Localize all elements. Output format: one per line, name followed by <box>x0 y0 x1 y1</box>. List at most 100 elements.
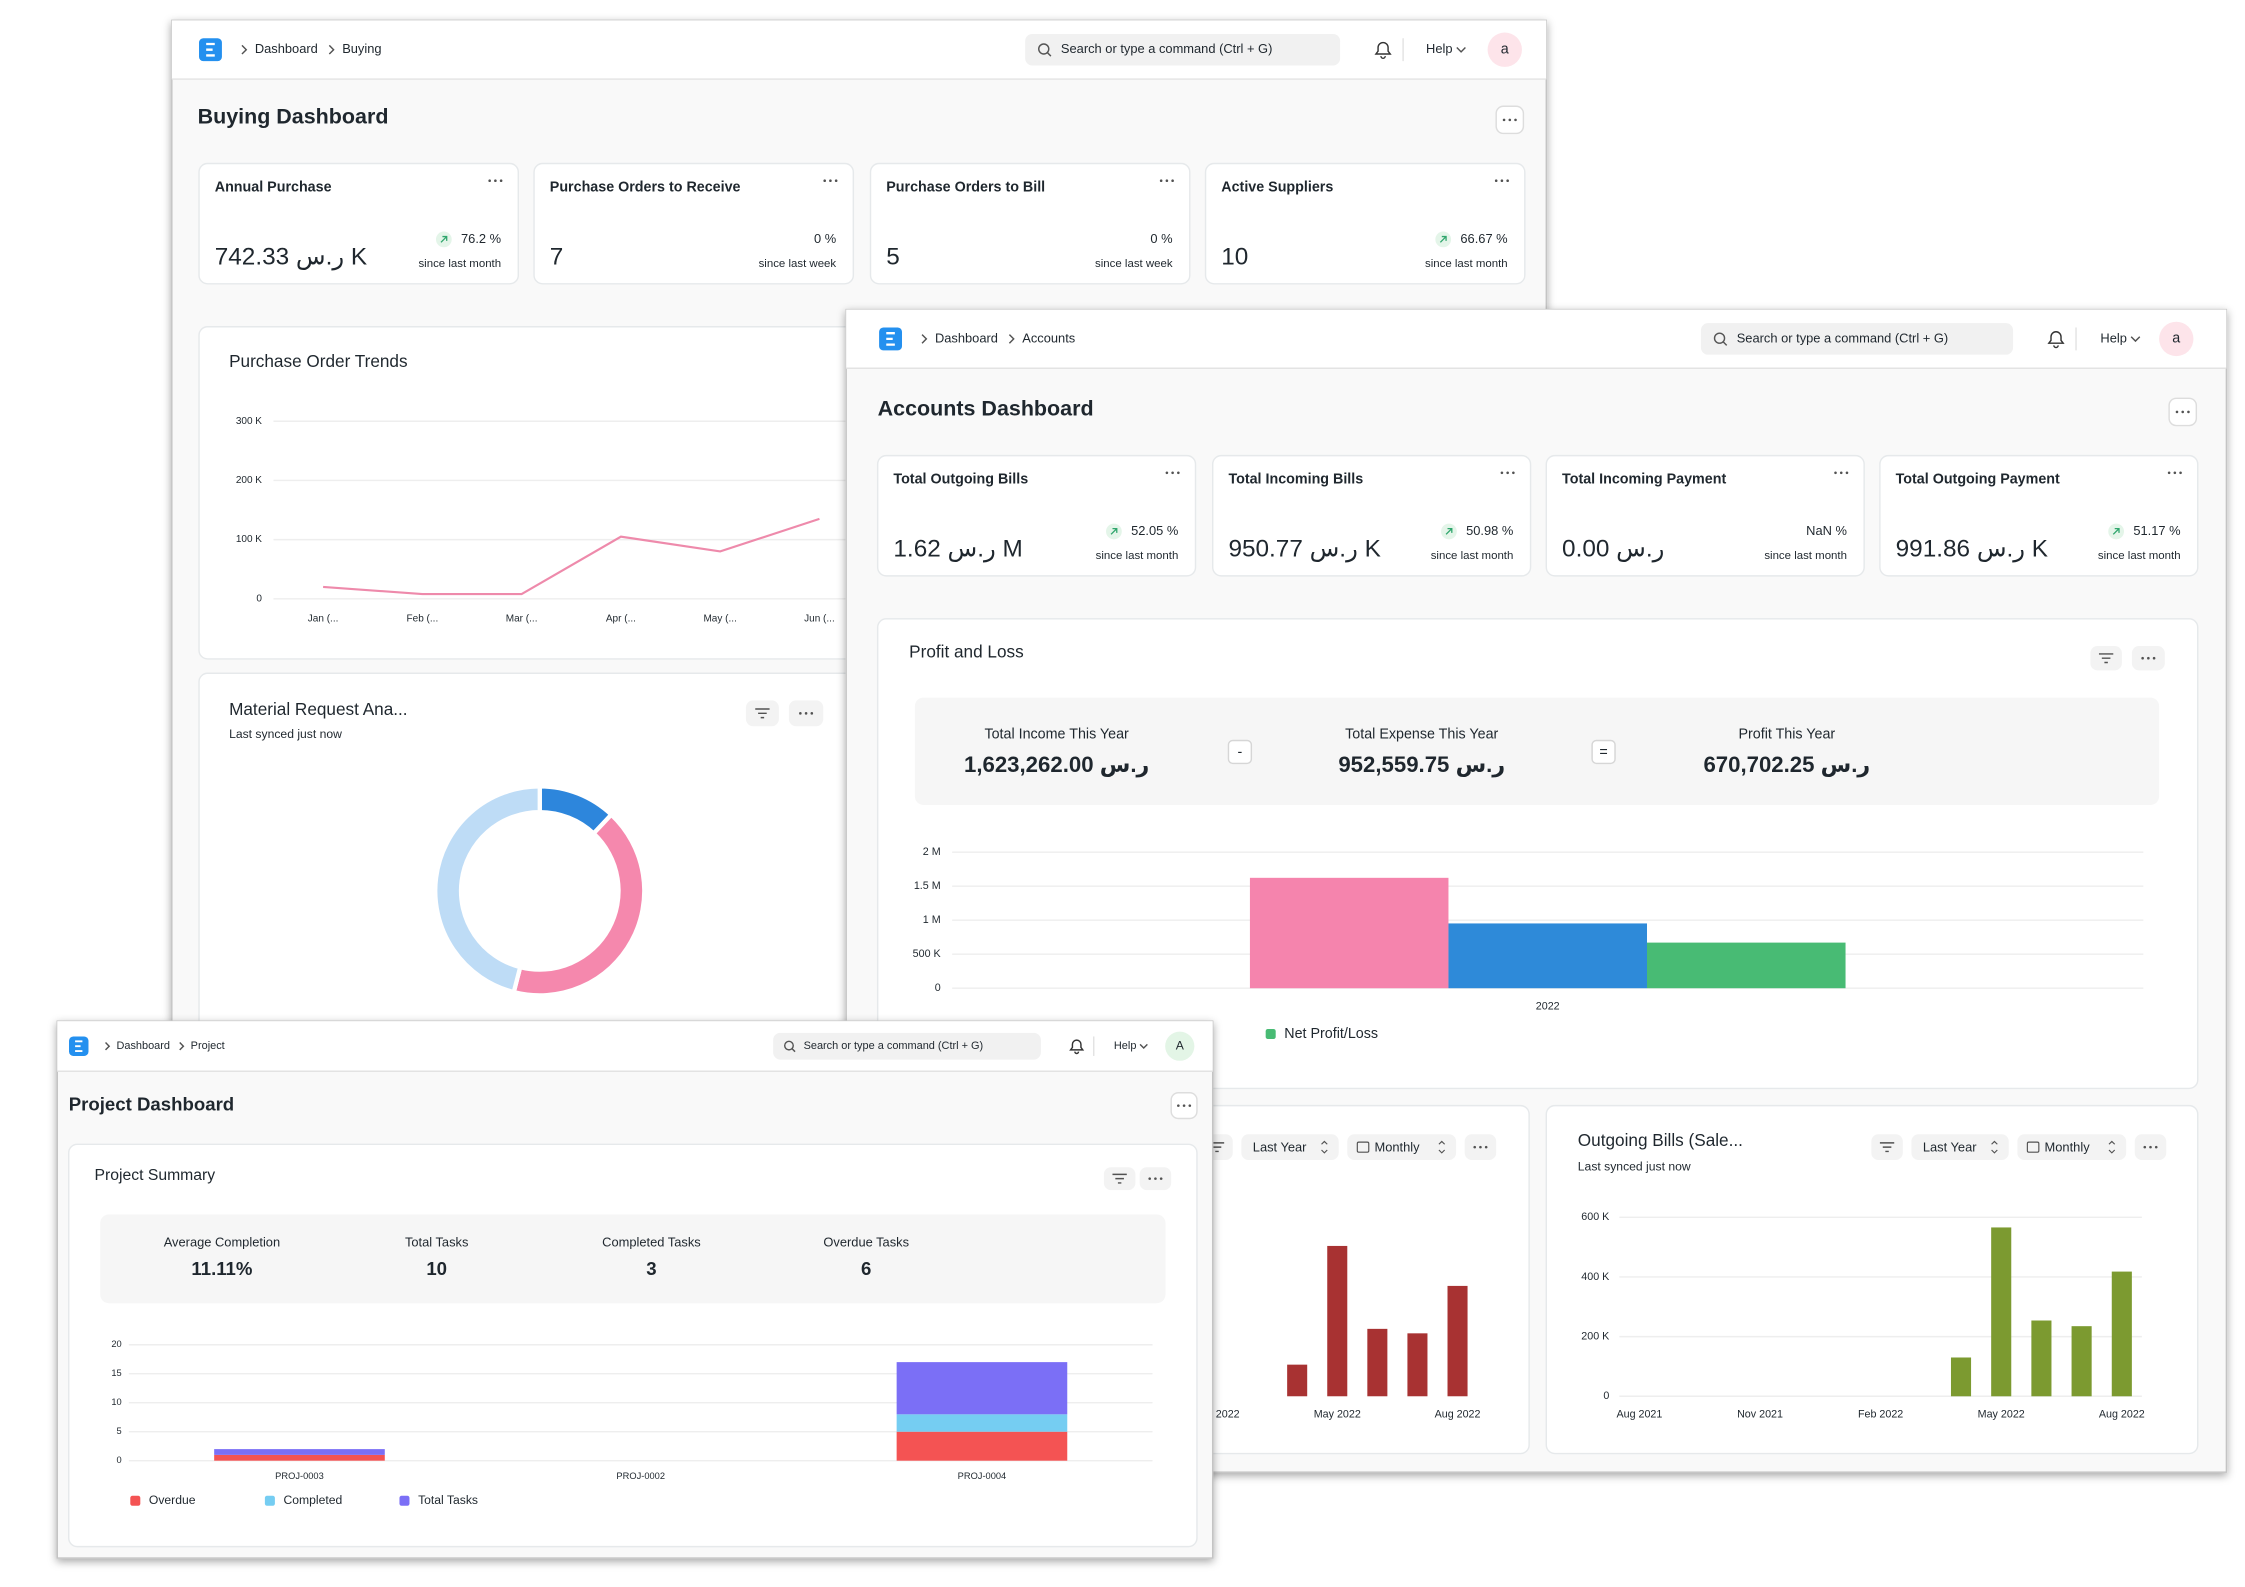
number-card-title: Purchase Orders to Bill <box>886 180 1045 196</box>
search-icon-handle <box>791 1048 796 1053</box>
avatar[interactable] <box>1165 1031 1195 1061</box>
avatar[interactable] <box>2159 321 2194 357</box>
number-card-change: 0 % <box>814 231 836 246</box>
more-dot <box>1508 118 1512 122</box>
number-card-change: 50.98 % <box>1466 523 1513 538</box>
number-card-title: Total Outgoing Bills <box>893 472 1028 488</box>
number-card <box>1545 454 1865 577</box>
more-dot <box>1165 471 1169 475</box>
breadcrumb-item[interactable]: Dashboard <box>116 1040 170 1052</box>
legend-label: Completed <box>283 1493 342 1507</box>
summary-label: Total Expense This Year <box>1345 727 1498 743</box>
y-tick-label: 500 K <box>913 948 942 960</box>
search-bar[interactable] <box>1025 33 1341 66</box>
select-control[interactable] <box>1347 1134 1457 1161</box>
search-icon-handle <box>1722 341 1728 346</box>
select-label: Monthly <box>2045 1139 2091 1154</box>
number-card-period: since last month <box>1096 550 1179 562</box>
notification-icon[interactable] <box>1069 1039 1085 1055</box>
select-control[interactable] <box>1911 1134 2009 1161</box>
y-tick-label: 15 <box>111 1368 121 1378</box>
x-tick-label: Mar (... <box>506 613 538 624</box>
number-card-title: Total Incoming Payment <box>1562 472 1726 488</box>
help-menu[interactable]: Help <box>1426 41 1452 56</box>
help-menu[interactable]: Help <box>1114 1040 1137 1052</box>
y-tick-label: 200 K <box>1581 1330 1610 1342</box>
summary-label: Total Income This Year <box>984 727 1129 743</box>
more-dot <box>1514 118 1517 122</box>
summary-value: 10 <box>426 1258 447 1279</box>
bar <box>896 1431 1068 1461</box>
card-title: Profit and Loss <box>909 642 1024 662</box>
search-bar[interactable] <box>773 1032 1041 1060</box>
operator-box <box>1227 739 1253 765</box>
more-dot <box>1512 471 1515 475</box>
select-control[interactable] <box>2017 1134 2127 1161</box>
x-tick-label: Feb 2022 <box>1858 1409 1903 1421</box>
select-arrows <box>1991 1140 1998 1154</box>
more-dot <box>1182 1104 1186 1107</box>
legend-swatch <box>264 1495 275 1506</box>
select-arrows <box>1321 1140 1328 1154</box>
calendar-icon <box>1356 1141 1370 1153</box>
notification-icon[interactable] <box>2047 331 2065 349</box>
card-title: Material Request Ana... <box>229 699 408 719</box>
select-arrows <box>1438 1140 1446 1154</box>
more-dot <box>1479 1145 1482 1149</box>
x-tick-label: Nov 2021 <box>1737 1409 1783 1421</box>
select-control[interactable] <box>1241 1134 1339 1161</box>
y-tick-label: 0 <box>256 593 262 604</box>
y-tick-label: 100 K <box>236 534 262 545</box>
y-tick-label: 2 M <box>923 846 941 858</box>
y-tick-label: 20 <box>111 1339 121 1349</box>
more-dot <box>823 179 826 182</box>
x-tick-label: May (... <box>703 613 736 624</box>
avatar-initial: A <box>1176 1038 1185 1052</box>
y-tick-label: 0 <box>1603 1390 1609 1402</box>
page-title: Accounts Dashboard <box>878 396 1094 420</box>
breadcrumb-item[interactable]: Buying <box>342 41 381 56</box>
summary-value: 11.11% <box>191 1258 253 1279</box>
window: Dashboard Accounts Search or type a comman… <box>845 308 2228 1473</box>
breadcrumb-item[interactable]: Project <box>191 1040 225 1052</box>
search-icon <box>783 1040 794 1051</box>
bar <box>2111 1271 2132 1397</box>
number-card-value: 10 <box>1221 243 1248 270</box>
y-tick-label: 600 K <box>1581 1211 1610 1223</box>
filter-icon <box>1112 1173 1127 1184</box>
legend-swatch <box>399 1495 410 1506</box>
more-dot <box>799 712 802 715</box>
bar <box>214 1454 385 1461</box>
more-dot <box>2187 410 2190 414</box>
bar <box>1287 1364 1308 1397</box>
select-arrows <box>2108 1140 2116 1154</box>
trend-arrow <box>1439 235 1447 243</box>
x-tick-label: Jan (... <box>308 613 339 624</box>
number-card-title: Total Outgoing Payment <box>1896 472 2060 488</box>
more-dot <box>1473 1145 1477 1149</box>
search-bar[interactable] <box>1700 323 2014 355</box>
number-card-period: since last week <box>759 258 837 270</box>
more-dot <box>1839 471 1843 475</box>
x-tick-label: PROJ-0004 <box>958 1471 1007 1481</box>
more-dot <box>488 179 491 182</box>
trend-arrow <box>1445 527 1453 535</box>
more-dot <box>2152 656 2156 660</box>
avatar[interactable] <box>1487 32 1522 67</box>
operator-box <box>1591 739 1616 765</box>
y-tick-label: 200 K <box>236 475 262 486</box>
number-card-period: since last month <box>1425 258 1508 270</box>
help-menu[interactable]: Help <box>2100 330 2126 345</box>
y-tick-label: 1 M <box>923 914 941 926</box>
number-card-period: since last month <box>2098 550 2181 562</box>
calendar-icon <box>2026 1141 2040 1153</box>
notification-icon[interactable] <box>1374 41 1392 59</box>
legend-swatch <box>130 1495 141 1506</box>
breadcrumb-item[interactable]: Dashboard <box>255 41 318 56</box>
breadcrumb-item[interactable]: Accounts <box>1022 330 1075 345</box>
summary-label: Average Completion <box>164 1234 280 1249</box>
breadcrumb-item[interactable]: Dashboard <box>935 330 998 345</box>
x-tick-label: May 2022 <box>1314 1409 1361 1421</box>
more-dot <box>499 179 503 182</box>
bar <box>1991 1227 2012 1397</box>
